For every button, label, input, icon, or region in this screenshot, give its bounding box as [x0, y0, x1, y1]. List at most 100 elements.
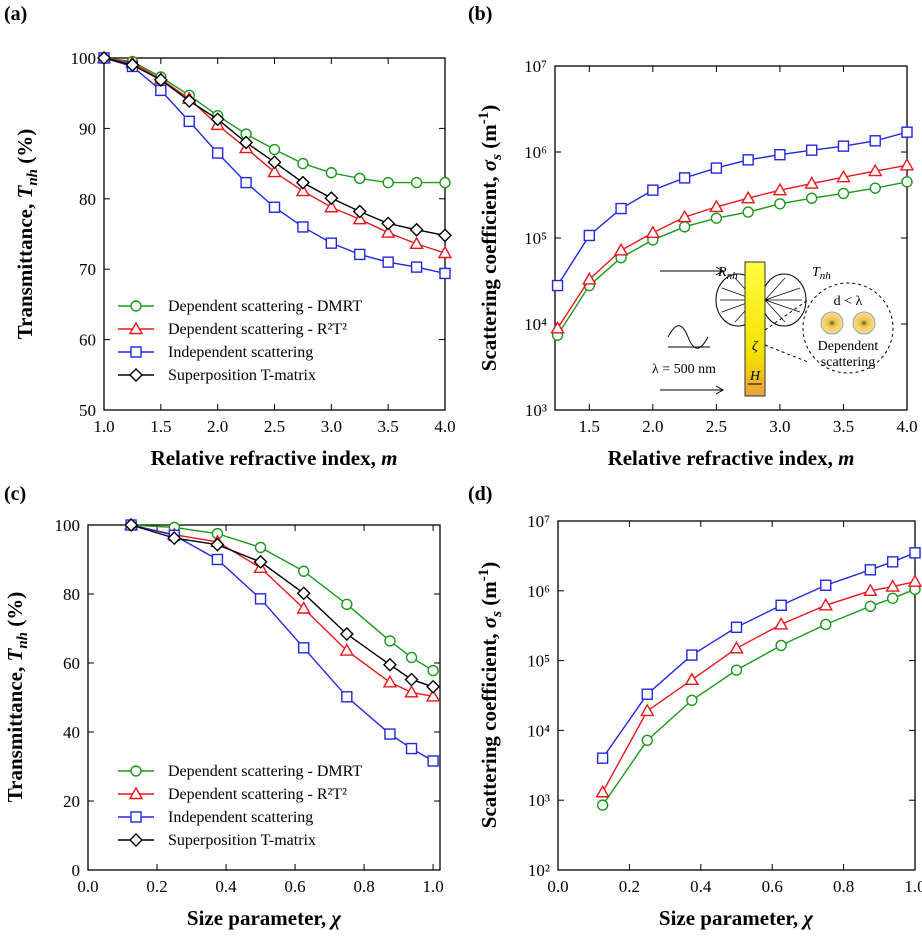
- marker: [886, 592, 899, 605]
- marker: [596, 752, 609, 764]
- zoom-circle: [802, 282, 894, 374]
- x-tick-label: 3.0: [769, 417, 790, 436]
- marker: [820, 579, 832, 591]
- marker: [410, 176, 423, 189]
- marker: [339, 627, 354, 642]
- marker: [772, 182, 788, 196]
- legend-label: Dependent scattering - DMRT: [168, 298, 362, 315]
- marker: [641, 688, 653, 700]
- marker: [886, 556, 899, 568]
- marker: [550, 320, 565, 334]
- y-tick-label: 60: [63, 654, 80, 673]
- marker: [818, 597, 833, 611]
- marker: [295, 175, 310, 190]
- marker: [352, 204, 367, 219]
- marker: [909, 547, 921, 559]
- marker: [640, 703, 655, 717]
- marker: [868, 163, 883, 177]
- y-tick-label: 80: [63, 585, 80, 604]
- marker: [686, 694, 698, 706]
- x-tick-label: 1.5: [579, 417, 600, 436]
- x-tick-label: 1.0: [422, 877, 443, 896]
- x-tick-label: 0.2: [619, 877, 640, 896]
- x-tick-label: 0.6: [762, 877, 783, 896]
- marker: [439, 267, 451, 280]
- legend-label: Independent scattering: [168, 344, 313, 361]
- marker: [775, 599, 787, 611]
- arrow-head: [715, 385, 725, 395]
- panel-label: (b): [468, 3, 492, 25]
- y-tick-label: 10⁶: [524, 143, 547, 162]
- marker: [901, 126, 913, 138]
- marker: [239, 135, 254, 150]
- marker: [427, 755, 439, 767]
- y-tick-label: 10⁶: [527, 582, 550, 601]
- marker: [774, 149, 786, 161]
- y-tick-label: 60: [79, 331, 96, 350]
- marker: [267, 155, 282, 170]
- marker: [339, 643, 355, 656]
- legend-label: Dependent scattering - DMRT: [168, 763, 362, 780]
- marker: [211, 147, 224, 159]
- marker: [805, 144, 818, 156]
- plot-frame: [557, 520, 916, 871]
- marker: [128, 321, 144, 335]
- marker: [596, 799, 609, 811]
- y-tick-label: 10⁴: [524, 315, 547, 334]
- x-tick-label: 2.0: [642, 417, 663, 436]
- x-tick-label: 1.0: [93, 417, 114, 436]
- marker: [899, 157, 915, 171]
- marker: [837, 140, 850, 152]
- marker: [253, 554, 268, 569]
- marker: [582, 271, 597, 285]
- legend-label: Superposition T-matrix: [168, 367, 316, 384]
- marker: [155, 84, 167, 97]
- marker: [437, 245, 453, 259]
- y-tick-label: 40: [63, 723, 80, 742]
- x-axis-label: Relative refractive index, m: [608, 446, 855, 470]
- panel-label: (c): [4, 483, 26, 505]
- marker: [551, 279, 564, 292]
- legend-label: Superposition T-matrix: [168, 832, 316, 849]
- marker: [426, 679, 441, 694]
- marker: [804, 176, 819, 189]
- marker: [128, 786, 144, 800]
- marker: [210, 112, 225, 127]
- marker: [645, 225, 661, 238]
- particle: [852, 311, 876, 335]
- y-axis-label: Transmittance, Tnh (%): [13, 129, 41, 340]
- marker: [864, 564, 877, 576]
- slab: [744, 261, 766, 397]
- y-tick-label: 10⁵: [524, 229, 547, 248]
- marker: [595, 784, 610, 798]
- particle: [820, 311, 844, 335]
- marker: [325, 167, 338, 179]
- marker: [129, 833, 143, 847]
- y-tick-label: 20: [63, 792, 80, 811]
- inset-label: Rnh: [717, 265, 738, 282]
- x-tick-label: 4.0: [896, 417, 917, 436]
- marker: [130, 346, 142, 358]
- x-axis-label: Size parameter, χ: [187, 906, 342, 930]
- marker: [167, 531, 182, 546]
- x-tick-label: 2.0: [207, 417, 228, 436]
- marker: [384, 728, 396, 740]
- marker: [130, 811, 142, 823]
- y-tick-label: 10⁷: [527, 512, 550, 531]
- marker: [710, 162, 723, 174]
- series-line: [556, 131, 908, 286]
- marker: [268, 201, 281, 213]
- y-axis-label: Transmittance, Tnh (%): [3, 592, 31, 803]
- x-tick-label: 0.0: [77, 877, 98, 896]
- marker: [740, 190, 756, 204]
- marker: [382, 256, 394, 268]
- x-tick-label: 3.0: [321, 417, 342, 436]
- y-axis-label: Scattering coefficient, σs (m-1): [476, 562, 505, 828]
- marker: [583, 229, 596, 242]
- marker: [641, 734, 653, 747]
- marker: [837, 187, 850, 200]
- inset: [660, 261, 894, 397]
- marker: [297, 565, 310, 577]
- legend-label: Independent scattering: [168, 809, 313, 826]
